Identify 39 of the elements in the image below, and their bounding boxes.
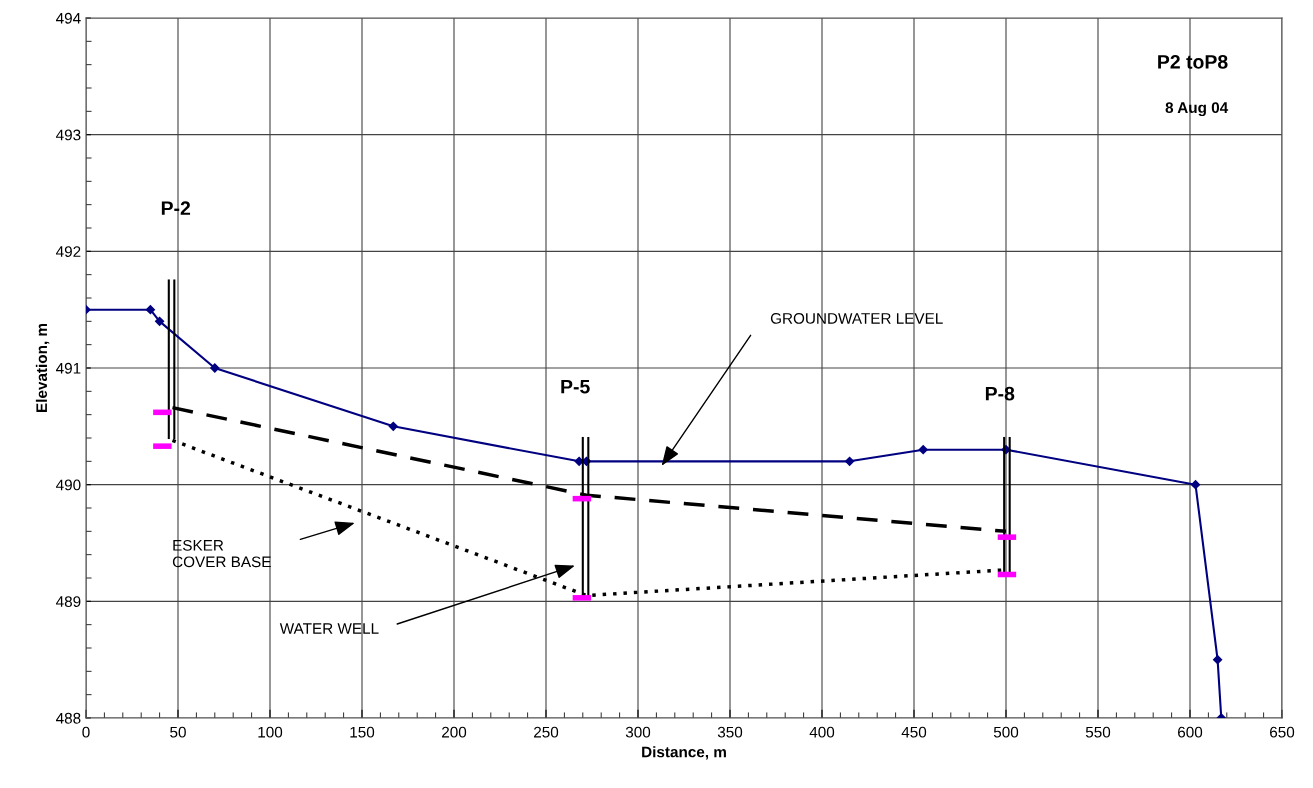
annotation: WATER WELL xyxy=(279,623,379,634)
y-tick-label: 490 xyxy=(56,479,81,491)
x-tick-label: 200 xyxy=(442,726,467,738)
annotation: P-2 xyxy=(161,201,191,215)
x-tick-label: 500 xyxy=(993,726,1019,738)
point xyxy=(1190,480,1201,490)
y-tick-label: 488 xyxy=(56,712,81,724)
annotation: GROUNDWATER LEVEL xyxy=(770,312,943,324)
point xyxy=(1212,655,1223,665)
y-tick-label: 491 xyxy=(56,362,81,374)
y-tick-label: 494 xyxy=(56,12,81,24)
point xyxy=(145,305,156,315)
point xyxy=(844,456,855,466)
annotation: P-8 xyxy=(985,386,1015,401)
annotation: 8 Aug 04 xyxy=(1165,102,1229,117)
x-axis-title: Distance, m xyxy=(642,746,726,760)
point xyxy=(918,445,928,455)
x-tick-label: 550 xyxy=(1085,726,1111,738)
x-tick-label: 450 xyxy=(901,726,927,738)
x-tick-label: 250 xyxy=(534,726,559,738)
annotation: P-5 xyxy=(561,379,590,394)
x-tick-label: 350 xyxy=(717,726,743,738)
annotation: P2 toP8 xyxy=(1158,54,1228,69)
x-tick-label: 600 xyxy=(1178,726,1203,738)
point xyxy=(154,316,165,326)
x-tick-label: 150 xyxy=(350,726,375,738)
x-tick-label: 650 xyxy=(1270,726,1295,738)
x-tick-label: 100 xyxy=(258,726,283,738)
y-tick-label: 492 xyxy=(56,246,81,258)
y-tick-label: 493 xyxy=(56,129,81,141)
x-tick-label: 0 xyxy=(82,726,90,738)
x-tick-label: 300 xyxy=(625,726,651,738)
x-tick-label: 50 xyxy=(170,726,186,738)
y-axis-title: Elevation, m xyxy=(35,323,50,412)
x-tick-label: 400 xyxy=(809,726,835,738)
point xyxy=(210,363,220,373)
annotation: ESKER COVER BASE xyxy=(172,539,271,568)
y-tick-label: 489 xyxy=(56,596,81,608)
point xyxy=(388,421,398,431)
